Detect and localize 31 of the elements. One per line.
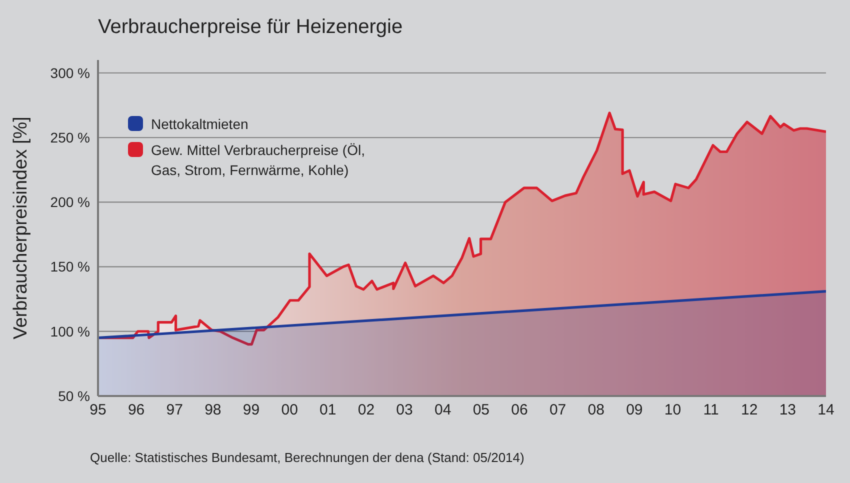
y-axis-title: Verbraucherpreisindex [%] bbox=[10, 116, 32, 340]
y-tick-label: 200 % bbox=[50, 194, 90, 210]
x-tick-label: 04 bbox=[434, 402, 452, 419]
x-tick-label: 07 bbox=[549, 402, 566, 419]
x-tick-label: 99 bbox=[242, 402, 260, 419]
legend-label: Nettokaltmieten bbox=[151, 115, 248, 134]
source-note: Quelle: Statistisches Bundesamt, Berechnungen der dena (Stand: 05/2014) bbox=[90, 450, 524, 465]
x-tick-label: 00 bbox=[281, 402, 298, 419]
x-tick-label: 11 bbox=[703, 402, 719, 419]
x-tick-label: 02 bbox=[358, 402, 375, 419]
y-tick-label: 50 % bbox=[58, 388, 90, 404]
x-tick-label: 06 bbox=[511, 402, 528, 419]
y-tick-label: 250 % bbox=[50, 130, 90, 146]
legend-label: Gew. Mittel Verbraucherpreise (Öl, Gas, Strom, Fernwärme, Kohle) bbox=[151, 141, 366, 180]
x-tick-label: 14 bbox=[818, 402, 834, 419]
x-tick-label: 98 bbox=[204, 402, 222, 419]
x-tick-label: 08 bbox=[588, 402, 604, 419]
x-tick-label: 05 bbox=[472, 402, 490, 419]
chart-title: Verbraucherpreise für Heizenergie bbox=[98, 16, 403, 39]
y-tick-label: 100 % bbox=[50, 323, 90, 340]
x-tick-label: 96 bbox=[128, 402, 145, 419]
y-tick-label: 150 % bbox=[50, 258, 90, 275]
y-tick-label: 300 % bbox=[50, 64, 90, 81]
x-tick-label: 13 bbox=[779, 402, 796, 419]
x-tick-label: 03 bbox=[396, 402, 413, 419]
x-tick-label: 01 bbox=[320, 402, 336, 419]
x-tick-label: 09 bbox=[626, 402, 643, 419]
x-tick-label: 95 bbox=[90, 402, 106, 419]
x-tick-label: 12 bbox=[741, 402, 758, 419]
x-tick-label: 97 bbox=[166, 402, 183, 419]
x-tick-label: 10 bbox=[664, 402, 682, 419]
